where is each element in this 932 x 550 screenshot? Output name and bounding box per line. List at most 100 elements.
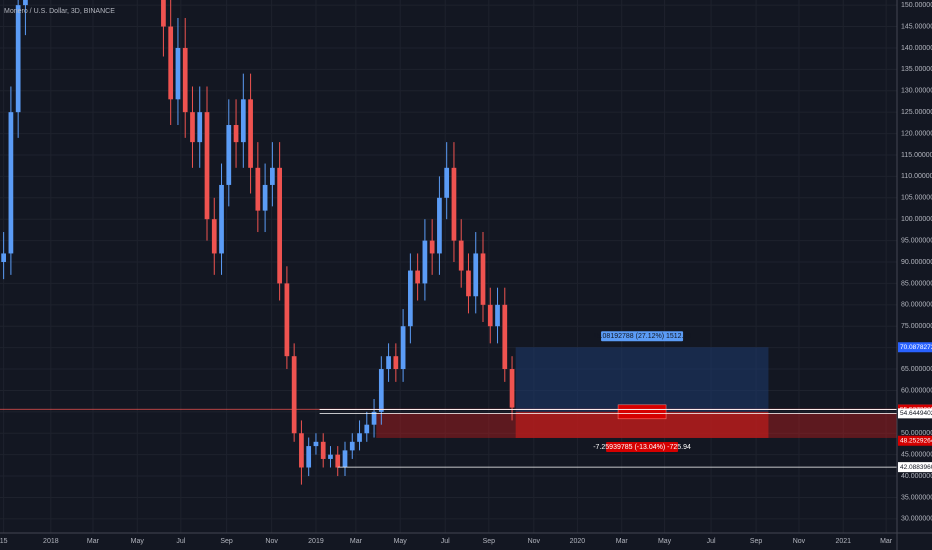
candle-body: [306, 446, 312, 468]
y-tick-label: 50.0000000: [901, 430, 932, 437]
candle-body: [233, 125, 239, 143]
candle-body: [190, 112, 195, 143]
x-tick-label: Mar: [880, 538, 893, 545]
candle-body: [466, 270, 471, 297]
stop-label: -7.25939785 (-13.04%) -725.94: [593, 444, 691, 451]
candle-body: [371, 411, 377, 425]
candle-body: [15, 5, 21, 113]
candle-body: [175, 47, 181, 100]
candle-body: [219, 184, 224, 254]
candle-body: [342, 450, 348, 468]
candle-body: [509, 369, 515, 408]
x-tick-label: Mar: [616, 538, 629, 545]
y-tick-label: 80.0000000: [901, 302, 932, 309]
y-tick-label: 90.0000000: [901, 259, 932, 266]
candle-body: [255, 167, 261, 211]
x-tick-label: 2021: [835, 538, 851, 545]
x-tick-label: Mar: [350, 538, 363, 545]
candle-body: [357, 433, 362, 442]
candle-body: [378, 369, 384, 412]
candle-body: [444, 167, 450, 198]
candle-body: [487, 304, 493, 327]
candle-body: [23, 0, 28, 6]
level-label: 42.08839600: [900, 464, 932, 471]
candle-body: [400, 326, 406, 370]
candle-body: [182, 47, 188, 113]
level-tag: [898, 342, 932, 353]
candle-body: [415, 270, 420, 284]
x-tick-label: Nov: [528, 538, 541, 545]
chart-title: Monero / U.S. Dollar, 3D, BINANCE: [4, 8, 115, 15]
candle-body: [284, 283, 290, 357]
x-tick-label: Sep: [220, 538, 233, 545]
x-tick-label: Nov: [265, 538, 278, 545]
candle-body: [437, 197, 442, 254]
level-tag: [898, 462, 932, 473]
level-label: 70.08782739: [900, 344, 932, 351]
y-tick-label: 115.0000000: [901, 152, 932, 159]
y-tick-label: 110.0000000: [901, 173, 932, 180]
candle-body: [364, 424, 370, 434]
candle-body: [458, 240, 464, 271]
target-zone: [515, 347, 769, 412]
candle-body: [299, 433, 304, 468]
candle-body: [1, 253, 6, 263]
y-tick-label: 140.0000000: [901, 45, 932, 52]
level-label: 54.64494026: [900, 410, 932, 417]
candle-body: [349, 441, 355, 451]
y-tick-label: 85.0000000: [901, 280, 932, 287]
y-tick-label: 30.0000000: [901, 516, 932, 523]
candle-body: [248, 99, 253, 168]
candle-body: [386, 356, 391, 370]
candle-body: [451, 167, 457, 241]
y-tick-label: 60.0000000: [901, 387, 932, 394]
level-tag: [898, 435, 932, 446]
y-tick-label: 120.0000000: [901, 130, 932, 137]
candle-body: [335, 454, 341, 468]
y-tick-label: 100.0000000: [901, 216, 932, 223]
candle-body: [495, 304, 500, 327]
y-tick-label: 45.0000000: [901, 451, 932, 458]
y-tick-label: 145.0000000: [901, 23, 932, 30]
candle-body: [168, 26, 174, 100]
candle-body: [270, 167, 275, 185]
y-tick-label: 95.0000000: [901, 237, 932, 244]
y-tick-label: 40.0000000: [901, 473, 932, 480]
candle-body: [328, 454, 333, 459]
x-tick-label: May: [394, 538, 408, 545]
entry-tag: [617, 404, 667, 420]
candle-body: [429, 240, 435, 254]
y-tick-label: 105.0000000: [901, 195, 932, 202]
y-tick-label: 130.0000000: [901, 88, 932, 95]
x-tick-label: Jul: [707, 538, 716, 545]
y-tick-label: 135.0000000: [901, 66, 932, 73]
x-tick-label: Sep: [483, 538, 496, 545]
target-tag: [601, 331, 684, 342]
candle-body: [211, 219, 217, 254]
candle-body: [197, 112, 203, 143]
candle-body: [226, 125, 232, 185]
candle-body: [393, 356, 399, 370]
x-tick-label: Nov: [793, 538, 806, 545]
candle-body: [204, 112, 210, 220]
target-label: 15.08192788 (27.12%) 1512.79: [593, 333, 692, 340]
x-tick-label: Jul: [441, 538, 450, 545]
x-tick-label: 2020: [570, 538, 586, 545]
candle-body: [480, 253, 486, 305]
y-tick-label: 35.0000000: [901, 494, 932, 501]
y-tick-label: 75.0000000: [901, 323, 932, 330]
plot-area: 15.08192788 (27.12%) 1512.79 -7.25939785 …: [0, 0, 897, 533]
y-tick-label: 65.0000000: [901, 366, 932, 373]
candle-body: [422, 240, 428, 284]
y-tick-label: 150.0000000: [901, 2, 932, 9]
candle-body: [277, 167, 282, 284]
stop-tag: [606, 441, 679, 452]
x-tick-label: Sep: [750, 538, 763, 545]
x-tick-label: Jul: [176, 538, 185, 545]
candle-body: [8, 112, 14, 254]
candle-body: [473, 253, 479, 297]
candle-body: [502, 304, 508, 370]
x-tick-label: Mar: [87, 538, 100, 545]
y-tick-label: 125.0000000: [901, 109, 932, 116]
